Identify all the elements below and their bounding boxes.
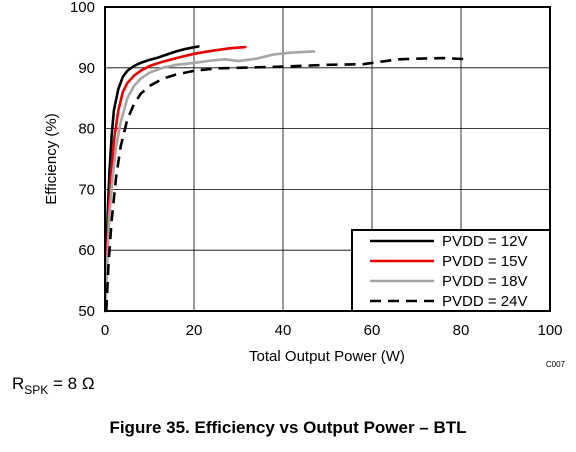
y-tick-label: 100: [70, 0, 95, 16]
x-tick-label: 80: [453, 322, 470, 339]
legend-label: PVDD = 18V: [442, 273, 527, 290]
x-axis-label: Total Output Power (W): [249, 348, 405, 365]
legend: PVDD = 12V PVDD = 15V PVDD = 18V PVDD = 24V: [351, 229, 551, 312]
plot-frame: [104, 6, 551, 312]
series-line-2: [104, 45, 247, 313]
series-line-4: [105, 56, 470, 312]
x-tick-label: 20: [186, 322, 203, 339]
legend-label: PVDD = 12V: [442, 233, 527, 250]
x-tick-label: 60: [364, 322, 381, 339]
series-lines: [104, 45, 470, 313]
y-tick-label: 90: [78, 60, 95, 77]
series-line-3: [104, 50, 316, 313]
series-line-1: [104, 45, 200, 313]
x-tick-label: 40: [275, 322, 292, 339]
condition-subscript: SPK: [24, 383, 49, 397]
legend-box: [351, 229, 551, 312]
figure-caption: Figure 35. Efficiency vs Output Power – …: [109, 418, 467, 437]
figure-code: C007: [546, 360, 566, 369]
y-tick-label: 70: [78, 181, 95, 198]
condition-value: = 8 Ω: [48, 374, 95, 393]
y-tick-label: 80: [78, 121, 95, 138]
x-tick-label: 0: [101, 322, 109, 339]
y-tick-label: 60: [78, 242, 95, 259]
x-tick-label: 100: [537, 322, 562, 339]
legend-label: PVDD = 15V: [442, 253, 527, 270]
load-condition: RSPK = 8 Ω: [12, 374, 95, 397]
tick-labels: 50 60 70 80 90 100 0 20 40 60 80 100: [70, 0, 563, 339]
legend-label: PVDD = 24V: [442, 293, 527, 310]
y-axis-label: Efficiency (%): [43, 113, 60, 204]
condition-symbol: R: [12, 374, 25, 393]
y-tick-label: 50: [78, 303, 95, 320]
